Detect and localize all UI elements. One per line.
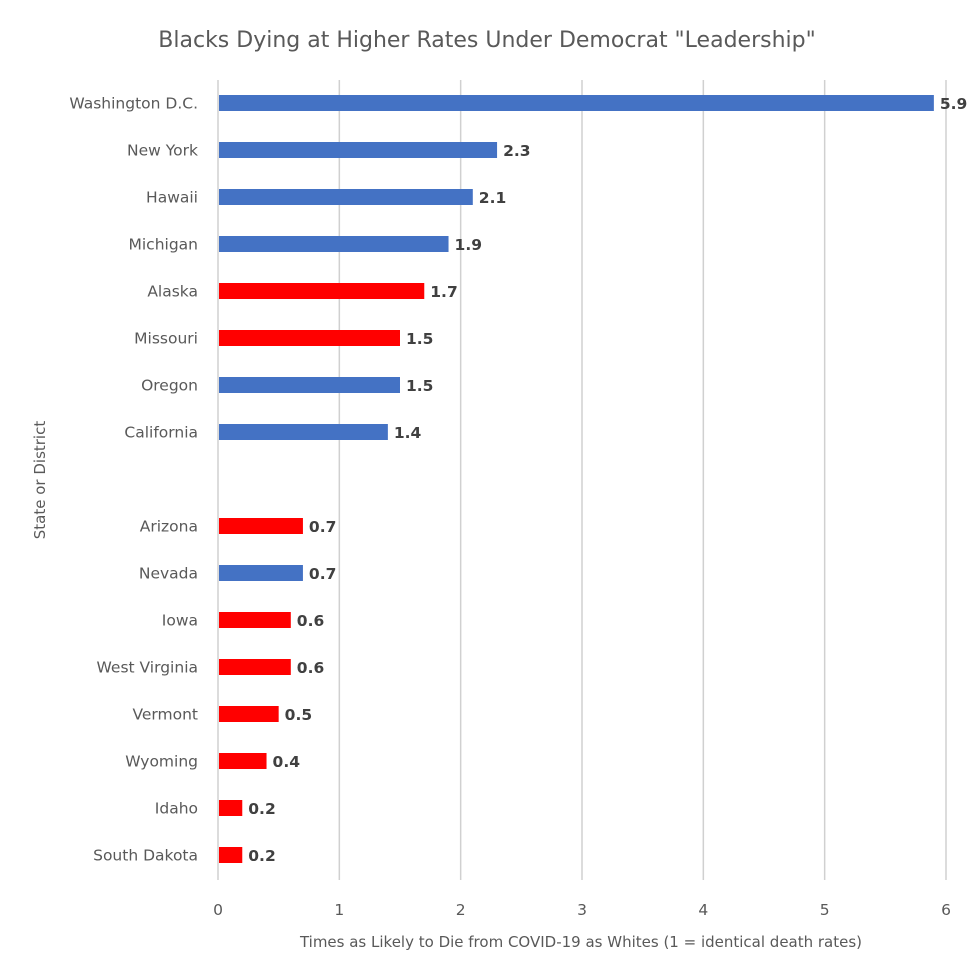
data-label: 0.7	[309, 565, 336, 583]
gridlines	[217, 80, 947, 880]
category-label: South Dakota	[93, 847, 198, 865]
x-tick-label: 2	[456, 901, 466, 919]
data-labels: 5.9 2.3 2.1 1.9 1.7 1.5 1.5 1.4 0.7 0.7 0.6 0.6 0.5 0…	[248, 95, 967, 865]
bar-idaho	[219, 800, 243, 816]
category-labels: Washington D.C. New York Hawaii Michigan Ala…	[69, 95, 198, 865]
category-label: Nevada	[139, 565, 198, 583]
chart-title: Blacks Dying at Higher Rates Under Democ…	[158, 28, 815, 53]
data-label: 1.4	[394, 424, 422, 442]
x-tick-label: 6	[941, 901, 951, 919]
data-label: 1.9	[455, 236, 482, 254]
bar-washington-d-c	[219, 95, 934, 111]
x-tick-label: 5	[820, 901, 830, 919]
category-label: Iowa	[162, 612, 198, 630]
x-tick-label: 3	[577, 901, 587, 919]
category-label: Michigan	[129, 236, 199, 254]
bar-west-virginia	[219, 659, 291, 675]
bar-michigan	[219, 236, 449, 252]
bar-oregon	[219, 377, 400, 393]
category-label: Idaho	[155, 800, 198, 818]
data-label: 5.9	[940, 95, 967, 113]
data-label: 1.5	[406, 377, 433, 395]
data-label: 2.3	[503, 142, 530, 160]
bar-nevada	[219, 565, 303, 581]
data-label: 0.4	[273, 753, 301, 771]
category-label: Oregon	[141, 377, 198, 395]
bar-vermont	[219, 706, 279, 722]
bar-missouri	[219, 330, 400, 346]
x-tick-label: 0	[213, 901, 223, 919]
bar-south-dakota	[219, 847, 243, 863]
bar-california	[219, 424, 388, 440]
category-label: New York	[127, 142, 198, 160]
category-label: Vermont	[132, 706, 198, 724]
data-label: 1.7	[430, 283, 457, 301]
data-label: 0.6	[297, 659, 324, 677]
data-label: 2.1	[479, 189, 506, 207]
bar-new-york	[219, 142, 498, 158]
data-label: 1.5	[406, 330, 433, 348]
x-tick-labels: 0 1 2 3 4 5 6	[213, 901, 951, 919]
category-label: Washington D.C.	[69, 95, 198, 113]
x-axis-title: Times as Likely to Die from COVID-19 as …	[299, 933, 862, 951]
data-label: 0.2	[248, 847, 275, 865]
category-label: Arizona	[140, 518, 198, 536]
x-tick-label: 1	[334, 901, 344, 919]
bar-iowa	[219, 612, 291, 628]
x-tick-label: 4	[698, 901, 708, 919]
bar-alaska	[219, 283, 425, 299]
bar-arizona	[219, 518, 303, 534]
y-axis-title: State or District	[31, 421, 49, 540]
data-label: 0.5	[285, 706, 312, 724]
category-label: California	[124, 424, 198, 442]
bars	[219, 95, 934, 863]
category-label: Wyoming	[125, 753, 198, 771]
data-label: 0.2	[248, 800, 275, 818]
bar-wyoming	[219, 753, 267, 769]
data-label: 0.6	[297, 612, 324, 630]
category-label: West Virginia	[97, 659, 198, 677]
category-label: Alaska	[147, 283, 198, 301]
category-label: Hawaii	[146, 189, 198, 207]
data-label: 0.7	[309, 518, 336, 536]
category-label: Missouri	[134, 330, 198, 348]
bar-hawaii	[219, 189, 473, 205]
